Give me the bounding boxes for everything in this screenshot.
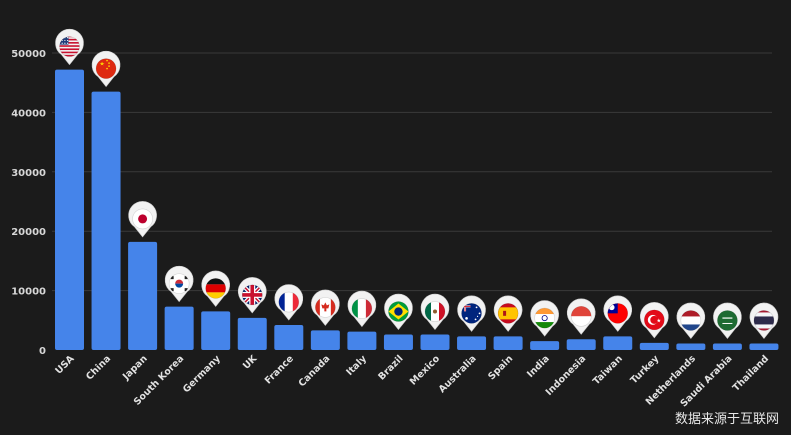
bar-canada bbox=[310, 330, 340, 350]
x-tick-label: USA bbox=[53, 353, 77, 377]
flag-australia-icon bbox=[457, 295, 486, 332]
flag-canada-icon bbox=[311, 289, 340, 326]
y-tick-label: 40000 bbox=[11, 108, 46, 119]
flag-uk-icon bbox=[237, 277, 267, 314]
grid-lines bbox=[52, 52, 772, 292]
bar-mexico bbox=[420, 334, 450, 350]
flag-saudi-arabia-icon bbox=[713, 302, 742, 339]
watermark-text: 数据来源于互联网 bbox=[674, 412, 779, 427]
x-tick-label: Thailand bbox=[731, 353, 771, 393]
flag-taiwan-icon bbox=[603, 295, 633, 332]
bar-germany bbox=[201, 311, 231, 350]
x-tick-label: France bbox=[263, 353, 296, 386]
flag-markers bbox=[55, 28, 779, 339]
bar-india bbox=[530, 341, 560, 350]
y-tick-label: 10000 bbox=[11, 287, 46, 298]
x-tick-label: UK bbox=[241, 353, 260, 372]
x-tick-label: Turkey bbox=[628, 353, 662, 387]
flag-thailand-icon bbox=[749, 302, 779, 339]
flag-mexico-icon bbox=[420, 293, 450, 331]
bars bbox=[55, 69, 779, 351]
x-tick-label: India bbox=[525, 353, 552, 380]
y-tick-label: 30000 bbox=[11, 168, 46, 179]
flag-turkey-icon bbox=[640, 302, 669, 339]
x-tick-label: Brazil bbox=[376, 353, 405, 382]
x-tick-label: Canada bbox=[297, 353, 333, 389]
x-tick-label: Germany bbox=[181, 353, 223, 395]
y-tick-label: 50000 bbox=[11, 49, 46, 60]
x-tick-label: Mexico bbox=[408, 353, 443, 388]
flag-brazil-icon bbox=[384, 293, 413, 331]
x-tick-label: Spain bbox=[486, 353, 515, 382]
bar-netherlands bbox=[676, 343, 706, 350]
flag-indonesia-icon bbox=[566, 298, 596, 335]
bar-south-korea bbox=[164, 306, 194, 350]
flag-south-korea-icon bbox=[164, 265, 194, 303]
flag-italy-icon bbox=[347, 290, 377, 328]
y-tick-label: 20000 bbox=[11, 227, 46, 238]
y-axis-ticks: 0 10000 20000 30000 40000 50000 bbox=[11, 49, 46, 357]
bar-brazil bbox=[383, 334, 413, 350]
bar-saudi-arabia bbox=[712, 343, 742, 350]
bar-france bbox=[274, 325, 304, 350]
bar-usa bbox=[55, 69, 84, 350]
flag-spain-icon bbox=[493, 295, 523, 332]
x-tick-label: Japan bbox=[120, 353, 150, 383]
x-tick-label: Australia bbox=[437, 353, 479, 395]
x-tick-label: China bbox=[84, 353, 113, 382]
y-tick-label: 0 bbox=[39, 346, 46, 357]
bar-china bbox=[91, 91, 121, 351]
flag-netherlands-icon bbox=[676, 302, 706, 339]
bar-spain bbox=[493, 336, 523, 350]
bar-thailand bbox=[749, 343, 779, 350]
flag-china-icon bbox=[91, 50, 121, 88]
flag-india-icon bbox=[530, 300, 559, 337]
bar-indonesia bbox=[566, 339, 596, 350]
bar-italy bbox=[347, 331, 377, 350]
bar-turkey bbox=[639, 342, 669, 350]
flag-germany-icon bbox=[201, 270, 230, 307]
x-tick-label: Italy bbox=[344, 353, 369, 378]
bar-taiwan bbox=[603, 336, 633, 350]
flag-japan-icon bbox=[128, 201, 157, 238]
bar-japan bbox=[128, 241, 158, 350]
flag-france-icon bbox=[274, 284, 304, 321]
bar-australia bbox=[457, 336, 487, 350]
x-tick-label: Taiwan bbox=[591, 353, 625, 387]
bar-uk bbox=[237, 317, 267, 350]
flag-usa-icon bbox=[55, 28, 84, 66]
